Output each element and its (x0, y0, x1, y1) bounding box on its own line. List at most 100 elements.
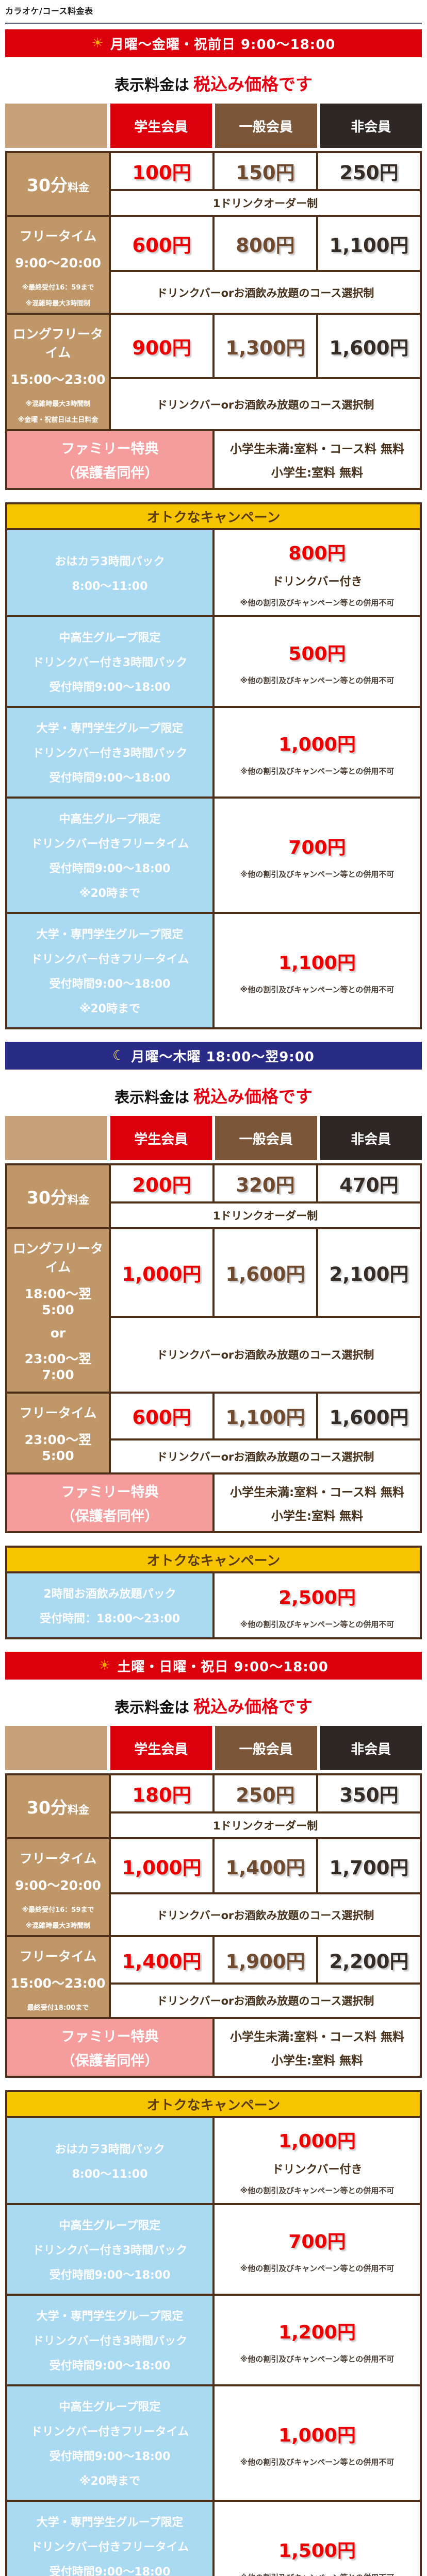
section-banner-label: 月曜～木曜 18:00～翌9:00 (131, 1049, 315, 1065)
campaign-table: オトクなキャンペーン 2時間お酒飲み放題パック 受付時間：18:00～23:00 2,… (5, 1546, 422, 1639)
family-benefit-sub: （保護者同伴） (61, 2053, 159, 2069)
price-cell: 250円 (215, 1775, 316, 1811)
price-cell: 2,200円 (318, 1937, 420, 1982)
campaign-label: 大学・専門学生グループ限定 ドリンクバー付きフリータイム 受付時間9:00～18:0… (7, 2502, 212, 2576)
family-benefit-line: 小学生:室料 無料 (271, 2054, 364, 2067)
price-cell: 350円 (318, 1775, 420, 1811)
member-header-1: 一般会員 (215, 1116, 317, 1160)
campaign-table: オトクなキャンペーン おはカラ3時間パック 8:00～11:00 1,000円 ドリンク… (5, 2090, 422, 2576)
price-table: 30分料金 100円 150円 250円 1ドリンクオーダー制 フリータイム 9:00～20… (5, 151, 422, 490)
row-label-line: or (50, 1326, 66, 1341)
price-cell: 200円 (111, 1165, 212, 1201)
row-label-line: 9:00～20:00 (15, 256, 101, 270)
campaign-price: 700円 (288, 2231, 346, 2252)
price-section-3: ☀ 土曜・日曜・祝日 9:00～18:00 表示料金は 税込み価格です学生会員 一般会員… (0, 1652, 427, 2576)
tax-note: 表示料金は 税込み価格です (0, 71, 427, 95)
campaign-label-line: 大学・専門学生グループ限定 (36, 2516, 184, 2529)
campaign-detail: 700円 ※他の割引及びキャンペーン等との併用不可 (215, 2205, 420, 2294)
family-benefit-detail: 小学生未満:室料・コース料 無料 小学生:室料 無料 (215, 431, 420, 488)
price-cell: 250円 (318, 153, 420, 189)
family-benefit-sub: （保護者同伴） (61, 465, 159, 481)
campaign-price: 700円 (288, 837, 346, 858)
campaign-label-line: 受付時間9:00～18:00 (49, 2566, 171, 2576)
campaign-note: ※他の割引及びキャンペーン等との併用不可 (240, 766, 395, 776)
section-banner: ☀ 土曜・日曜・祝日 9:00～18:00 (5, 1652, 422, 1680)
campaign-note: ※他の割引及びキャンペーン等との併用不可 (240, 675, 395, 685)
row-label-line: フリータイム (19, 1949, 97, 1964)
price-cell: 600円 (111, 1394, 212, 1438)
price-section-2: ☾ 月曜～木曜 18:00～翌9:00 表示料金は 税込み価格です 学生会員 一般会員 非会… (0, 1042, 427, 1639)
campaign-label: 中高生グループ限定 ドリンクバー付きフリータイム 受付時間9:00～18:00 ※20… (7, 799, 212, 912)
family-benefit-title: ファミリー特典 (61, 1484, 159, 1500)
campaign-label: 大学・専門学生グループ限定 ドリンクバー付き3時間パック 受付時間9:00～18:0… (7, 708, 212, 796)
condition-cell: 1ドリンクオーダー制 (111, 191, 420, 215)
row-label-big: 30分 (27, 1798, 68, 1818)
campaign-label-line: ※20時まで (79, 2475, 140, 2488)
campaign-note: ※他の割引及びキャンペーン等との併用不可 (240, 869, 395, 879)
member-header-0: 学生会員 (110, 1116, 212, 1160)
campaign-note: ※他の割引及びキャンペーン等との併用不可 (240, 2354, 395, 2364)
row-label-small: 料金 (67, 1194, 89, 1206)
price-cell: 1,400円 (215, 1839, 316, 1892)
campaign-note: ※他の割引及びキャンペーン等との併用不可 (240, 2186, 395, 2195)
campaign-label-line: 受付時間9:00～18:00 (49, 772, 171, 785)
price-cell: 900円 (111, 315, 212, 377)
tax-note: 表示料金は 税込み価格です (0, 1693, 427, 1718)
tax-note-prefix: 表示料金は (114, 1089, 189, 1106)
campaign-label: 中高生グループ限定 ドリンクバー付き3時間パック 受付時間9:00～18:00 (7, 2205, 212, 2294)
row-label-small: 料金 (67, 181, 89, 194)
campaign-label-line: ドリンクバー付き3時間パック (32, 747, 188, 760)
family-benefit-line: 小学生:室料 無料 (271, 1510, 364, 1523)
row-label: フリータイム 9:00～20:00 ※最終受付16：59まで ※混雑時最大3時間制 (7, 217, 109, 313)
price-cell: 1,400円 (111, 1937, 212, 1982)
page-title: カラオケ/コース料金表 (5, 6, 93, 16)
condition-cell: ドリンクバーorお酒飲み放題のコース選択制 (111, 1984, 420, 2017)
row-label-text: 30分料金 (27, 172, 89, 196)
price-cell: 1,100円 (215, 1394, 316, 1438)
campaign-table: オトクなキャンペーン おはカラ3時間パック 8:00～11:00 800円 ドリンクバー… (5, 502, 422, 1029)
moon-icon: ☾ (112, 1048, 125, 1063)
header-empty-cell (5, 1726, 107, 1770)
member-header-1: 一般会員 (215, 1726, 317, 1770)
campaign-label-line: 受付時間：18:00～23:00 (39, 1613, 180, 1625)
row-label-line: 15:00～23:00 (10, 1976, 106, 1991)
family-benefit-sub: （保護者同伴） (61, 1509, 159, 1524)
campaign-label-line: 8:00～11:00 (72, 580, 148, 593)
member-header-0: 学生会員 (110, 1726, 212, 1770)
campaign-label-line: 中高生グループ限定 (59, 813, 161, 826)
campaign-detail: 1,200円 ※他の割引及びキャンペーン等との併用不可 (215, 2296, 420, 2384)
condition-cell: 1ドリンクオーダー制 (111, 1204, 420, 1227)
price-cell: 1,900円 (215, 1937, 316, 1982)
family-benefit-line: 小学生未満:室料・コース料 無料 (229, 1486, 405, 1499)
member-header-row: 学生会員 一般会員 非会員 (5, 1726, 422, 1770)
row-label-line: 9:00～20:00 (15, 1878, 101, 1893)
family-benefit-line: 小学生未満:室料・コース料 無料 (229, 443, 405, 456)
campaign-label-line: 受付時間9:00～18:00 (49, 2269, 171, 2282)
price-cell: 1,600円 (215, 1229, 316, 1316)
campaign-label-line: 8:00～11:00 (72, 2167, 148, 2181)
row-label-line: 15:00～23:00 (10, 372, 106, 387)
campaign-label-line: 受付時間9:00～18:00 (49, 2450, 171, 2463)
campaign-label: 大学・専門学生グループ限定 ドリンクバー付き3時間パック 受付時間9:00～18:0… (7, 2296, 212, 2384)
condition-cell: ドリンクバーorお酒飲み放題のコース選択制 (111, 1894, 420, 1935)
section-banner: ☀ 月曜～金曜・祝前日 9:00～18:00 (5, 29, 422, 57)
row-label-note: ※混雑時最大3時間制 (25, 400, 91, 408)
family-benefit-detail: 小学生未満:室料・コース料 無料 小学生:室料 無料 (215, 1475, 420, 1531)
campaign-label-line: 受付時間9:00～18:00 (49, 2360, 171, 2372)
campaign-price: 2,500円 (278, 1587, 356, 1608)
row-label-note: ※混雑時最大3時間制 (25, 300, 91, 308)
row-label-line: フリータイム (19, 1405, 97, 1420)
campaign-label: おはカラ3時間パック 8:00～11:00 (7, 2118, 212, 2203)
campaign-label-line: ドリンクバー付きフリータイム (30, 953, 189, 966)
campaign-detail: 1,100円 ※他の割引及びキャンペーン等との併用不可 (215, 914, 420, 1027)
price-cell: 1,300円 (215, 315, 316, 377)
price-cell: 150円 (215, 153, 316, 189)
header-empty-cell (5, 1116, 107, 1160)
row-label-line: ロングフリータイム (12, 327, 103, 360)
campaign-label-line: 受付時間9:00～18:00 (49, 862, 171, 875)
price-cell: 600円 (111, 217, 212, 270)
campaign-price: 500円 (288, 643, 346, 665)
family-benefit-line: 小学生未満:室料・コース料 無料 (229, 2030, 405, 2044)
campaign-label-line: ドリンクバー付き3時間パック (32, 2335, 188, 2348)
price-section-1: ☀ 月曜～金曜・祝前日 9:00～18:00 表示料金は 税込み価格です 学生会員 一般会… (0, 29, 427, 1029)
